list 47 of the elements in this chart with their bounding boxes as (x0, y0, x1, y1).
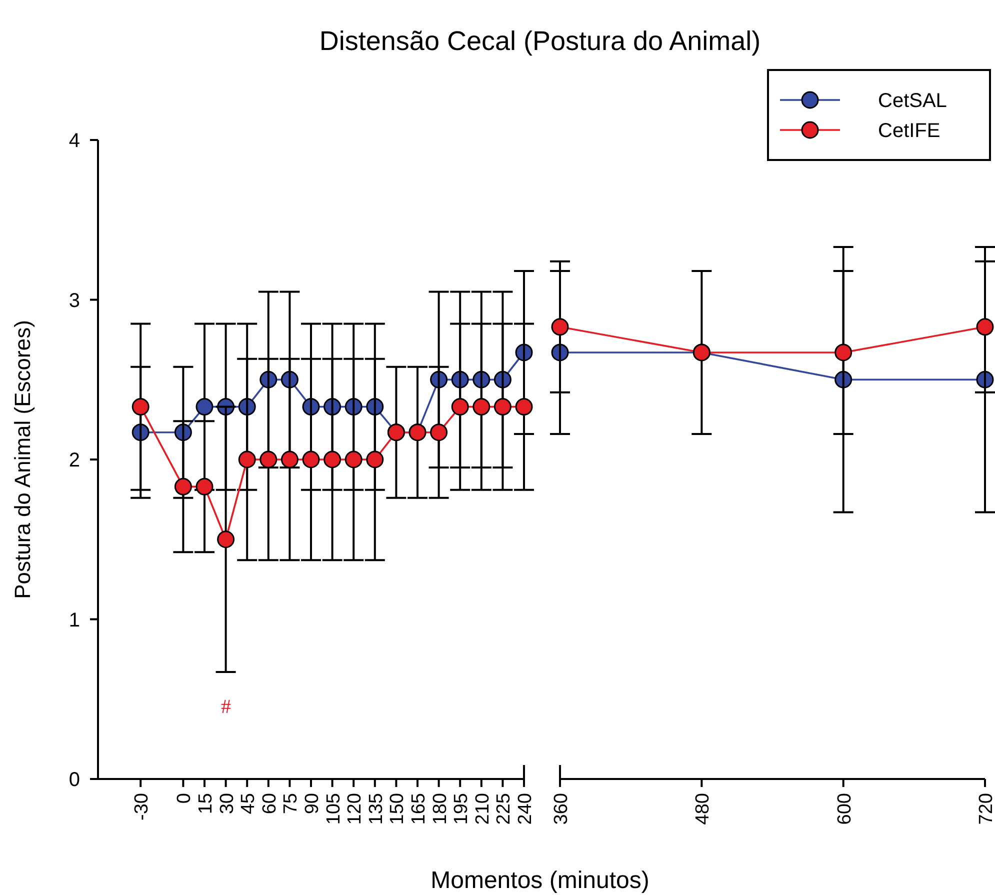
x-tick-label: 0 (174, 793, 196, 804)
x-tick-label: 210 (472, 793, 494, 825)
point (217, 530, 235, 548)
legend-label: CetIFE (878, 120, 940, 142)
x-tick-label: 225 (494, 793, 515, 825)
y-tick-label: 4 (68, 130, 80, 152)
x-tick-label: 150 (387, 793, 408, 825)
point (451, 398, 469, 416)
x-tick-label: 15 (196, 793, 216, 814)
point (344, 450, 362, 468)
x-axis-title: Momentos (minutos) (430, 867, 650, 894)
x-tick-label: -30 (132, 793, 153, 820)
point (132, 398, 150, 416)
point (430, 424, 448, 442)
legend-label: CetSAL (878, 90, 947, 112)
y-axis-title: Postura do Animal (Escores) (10, 320, 35, 599)
x-tick-label: 240 (515, 793, 536, 825)
y-tick-label: 1 (68, 609, 80, 632)
point (366, 450, 384, 468)
point (472, 398, 490, 416)
point (515, 398, 533, 416)
x-tick-label: 360 (551, 793, 572, 825)
x-tick-label: 135 (366, 793, 387, 825)
y-tick-label: 3 (68, 290, 80, 312)
x-tick-label: 75 (280, 793, 302, 814)
x-tick-label: 480 (692, 793, 714, 825)
point (494, 398, 512, 416)
x-tick-label: 120 (344, 793, 366, 825)
point (302, 450, 320, 468)
y-tick-label: 2 (68, 450, 80, 472)
x-tick-label: 90 (302, 793, 323, 814)
point (324, 450, 342, 468)
x-tick-label: 165 (408, 793, 430, 825)
point (174, 478, 192, 496)
x-tick-label: 30 (216, 793, 238, 814)
annotation: # (221, 696, 231, 718)
x-tick-label: 60 (259, 793, 280, 814)
x-tick-label: 45 (238, 793, 260, 814)
x-tick-label: 105 (323, 793, 344, 825)
x-tick-label: 600 (834, 793, 856, 825)
x-tick-label: 720 (976, 793, 995, 825)
x-tick-label: 195 (451, 793, 472, 825)
point (238, 450, 256, 468)
chart-title: Distensão Cecal (Postura do Animal) (319, 26, 761, 56)
point (196, 398, 214, 416)
x-tick-label: 180 (430, 793, 451, 825)
y-tick-label: 0 (68, 769, 80, 791)
